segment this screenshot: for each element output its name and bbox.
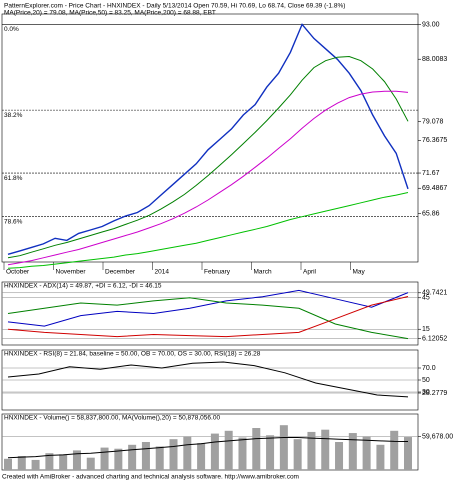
volume-bar <box>376 444 385 470</box>
x-tick-label: November <box>56 269 87 276</box>
volume-bar <box>128 444 137 470</box>
volume-bar <box>404 437 412 470</box>
panel-frame <box>1 13 419 263</box>
volume-bar <box>72 450 81 470</box>
volume-bar <box>59 454 68 470</box>
volume-bar <box>197 443 206 470</box>
volume-bar <box>266 435 275 470</box>
volume-bar <box>31 459 40 470</box>
y-tick-label: 88.0083 <box>422 56 447 63</box>
volume-bar <box>335 442 344 470</box>
volume-bar <box>210 433 219 470</box>
series-line <box>7 90 409 266</box>
x-tick-label: May <box>353 269 366 276</box>
y-tick-label: 6.12052 <box>422 335 447 342</box>
y-tick-label: 15 <box>422 326 430 333</box>
series-line <box>7 437 409 459</box>
y-tick-label: 59,678.00 <box>422 433 453 440</box>
footer: Created with AmiBroker - advanced charti… <box>2 474 299 481</box>
volume-bar <box>390 430 399 470</box>
volume-bar <box>17 456 26 470</box>
fib-label: 78.6% <box>4 218 23 225</box>
volume-bar <box>45 453 54 470</box>
panel-title: HNXINDEX - RSI(8) = 21.84, baseline = 50… <box>4 351 261 358</box>
y-tick-label: 50 <box>422 377 430 384</box>
series-line <box>7 55 409 259</box>
volume-bar <box>362 436 371 470</box>
x-tick-label: April <box>303 269 317 276</box>
y-tick-label: 79.078 <box>422 118 444 125</box>
series-line <box>7 289 409 327</box>
panel-frame <box>1 413 419 471</box>
series-line <box>7 297 409 340</box>
volume-bar <box>169 439 178 470</box>
series-line <box>7 296 409 338</box>
y-tick-label: 93.00 <box>422 21 440 28</box>
y-tick-label: 45 <box>422 295 430 302</box>
volume-bar <box>307 431 316 470</box>
volume-bar <box>86 457 95 470</box>
y-tick-label: 71.67 <box>422 170 440 177</box>
x-tick-label: October <box>6 269 30 276</box>
fib-label: 0.0% <box>4 26 19 33</box>
panel-frame <box>1 281 419 346</box>
volume-bar <box>279 425 288 470</box>
volume-bar <box>224 430 233 470</box>
y-tick-label: 70.0 <box>422 365 436 372</box>
fib-label: 38.2% <box>4 112 23 119</box>
y-tick-label: 28.2779 <box>422 390 447 397</box>
panel-title: PatternExplorer.com - Price Chart - HNXI… <box>4 3 345 10</box>
panel-title: HNXINDEX - ADX(14) = 49.87, +DI = 6.12, … <box>4 283 162 290</box>
volume-bar <box>100 447 109 470</box>
fib-label: 61.8% <box>4 175 23 182</box>
volume-bar <box>141 442 150 470</box>
volume-bar <box>238 437 247 470</box>
volume-bar <box>183 436 192 470</box>
series-line <box>7 361 409 398</box>
panel-subtitle: MA(Price,20) = 79.08, MA(Price,50) = 83.… <box>4 10 216 17</box>
y-tick-label: 49.7421 <box>422 290 447 297</box>
x-tick-label: March <box>254 269 272 276</box>
volume-bar <box>321 429 330 470</box>
series-line <box>7 192 409 269</box>
volume-bar <box>293 439 302 470</box>
volume-bar <box>155 446 164 470</box>
volume-bar <box>114 448 123 470</box>
y-tick-label: 30 <box>422 389 430 396</box>
panel-title: HNXINDEX - Volume() = 58,837,800.00, MA(… <box>4 415 220 422</box>
volume-bar <box>4 458 12 470</box>
volume-bar <box>252 428 261 470</box>
series-line <box>7 23 409 255</box>
volume-bar <box>348 433 357 470</box>
y-tick-label: 76.3675 <box>422 137 447 144</box>
x-tick-label: December <box>105 269 136 276</box>
x-tick-label: February <box>204 269 231 276</box>
y-tick-label: 65.86 <box>422 210 440 217</box>
x-tick-label: 2014 <box>155 269 170 276</box>
y-tick-label: 69.4867 <box>422 185 447 192</box>
